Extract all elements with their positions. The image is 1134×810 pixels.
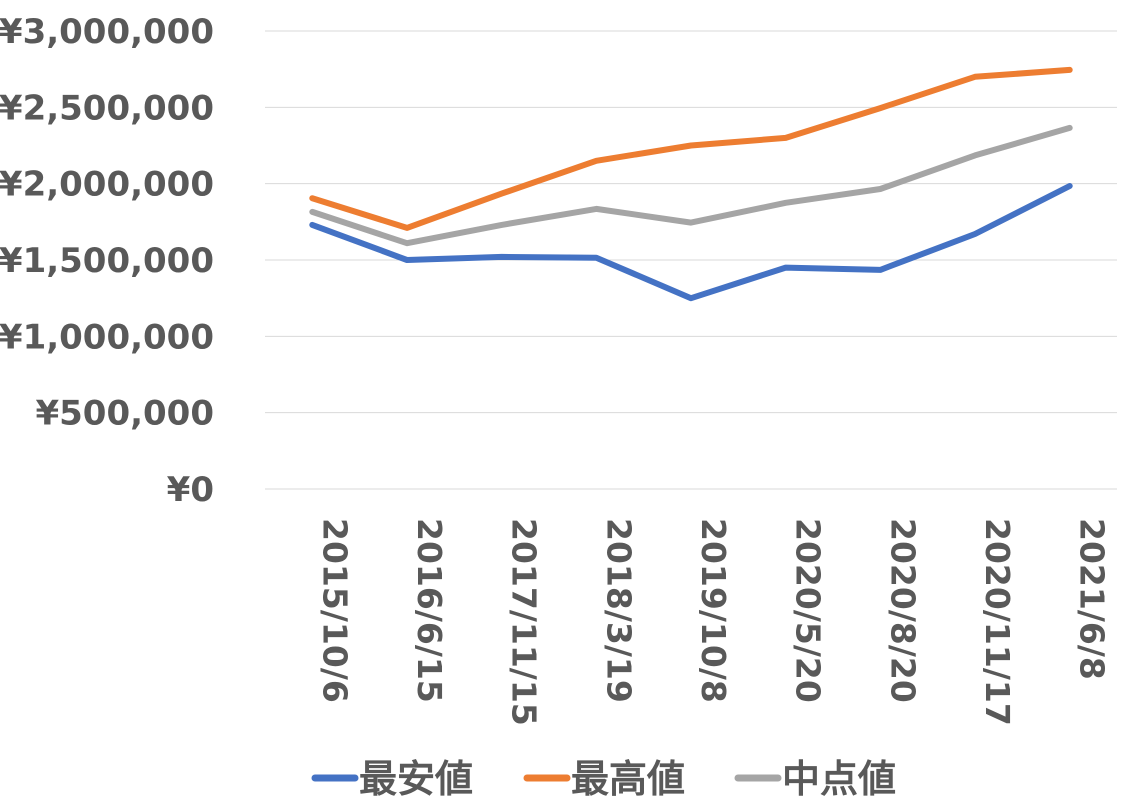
legend: 最安値 最高値 中点値 (311, 757, 896, 801)
x-tick-label: 2016/6/15 (410, 518, 449, 703)
x-tick-label: 2015/10/6 (315, 518, 354, 703)
x-tick-label: 2018/3/19 (599, 518, 638, 703)
x-tick-label: 2021/6/8 (1073, 518, 1112, 680)
y-tick-label: ¥1,000,000 (0, 317, 214, 357)
legend-label: 最安値 (359, 757, 473, 801)
x-tick-label: 2019/10/8 (694, 518, 733, 703)
x-tick-label: 2017/11/15 (505, 518, 544, 726)
y-tick-label: ¥2,500,000 (0, 88, 214, 128)
gridlines (265, 30, 1117, 490)
x-tick-label: 2020/8/20 (883, 518, 922, 703)
y-axis-tick-labels: ¥0 ¥500,000 ¥1,000,000 ¥1,500,000 ¥2,000,000… (0, 12, 214, 510)
y-tick-label: ¥500,000 (35, 394, 214, 434)
x-axis-tick-labels: 2015/10/6 2016/6/15 2017/11/15 2018/3/19 201… (315, 518, 1111, 726)
series-lines (309, 66, 1073, 302)
y-tick-label: ¥0 (167, 470, 214, 510)
series-line (309, 66, 1073, 231)
x-tick-label: 2020/5/20 (789, 518, 828, 703)
series-line (309, 124, 1073, 247)
y-tick-label: ¥1,500,000 (0, 241, 214, 281)
y-tick-label: ¥2,000,000 (0, 165, 214, 205)
series-line (309, 183, 1073, 302)
legend-label: 最高値 (571, 757, 685, 801)
x-tick-label: 2020/11/17 (978, 518, 1017, 726)
y-tick-label: ¥3,000,000 (0, 12, 214, 52)
legend-label: 中点値 (782, 757, 896, 801)
